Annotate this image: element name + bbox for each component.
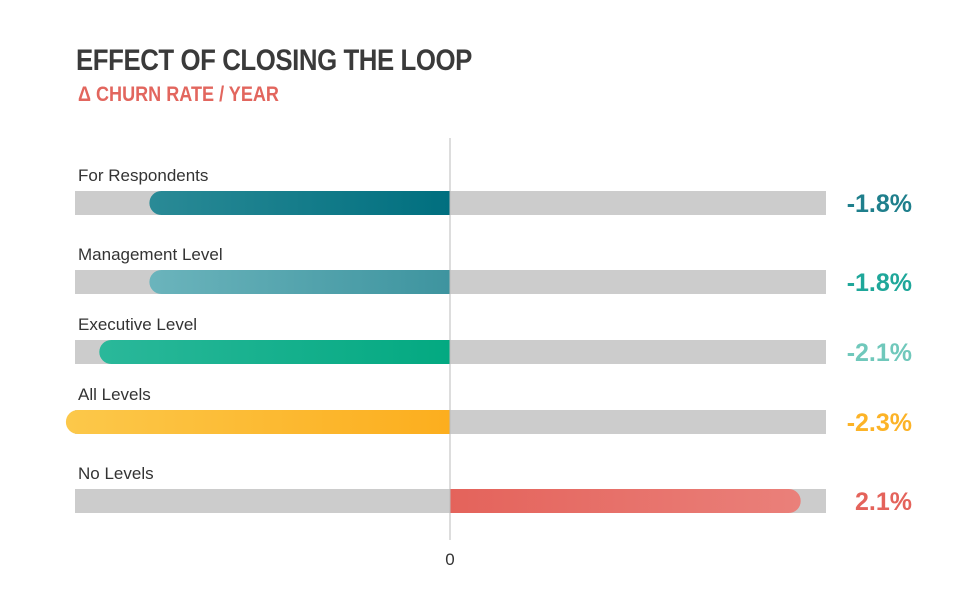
value-bar	[65, 410, 451, 434]
category-label: Executive Level	[78, 315, 197, 334]
value-label: -2.3%	[847, 409, 912, 437]
value-bar	[149, 191, 450, 216]
category-label: All Levels	[78, 385, 151, 404]
value-label: -1.8%	[847, 190, 912, 218]
chart-subtitle: Δ CHURN RATE / YEAR	[78, 83, 279, 106]
chart-title: EFFECT OF CLOSING THE LOOP	[76, 44, 472, 77]
value-bar	[450, 489, 801, 513]
value-label: -1.8%	[847, 269, 912, 297]
value-bar	[99, 340, 451, 364]
value-label: -2.1%	[847, 339, 912, 367]
category-label: For Respondents	[78, 166, 208, 185]
value-bar	[149, 270, 450, 294]
category-label: Management Level	[78, 245, 223, 264]
zero-tick-label: 0	[445, 550, 454, 569]
value-label: 2.1%	[855, 488, 912, 516]
category-label: No Levels	[78, 464, 154, 483]
